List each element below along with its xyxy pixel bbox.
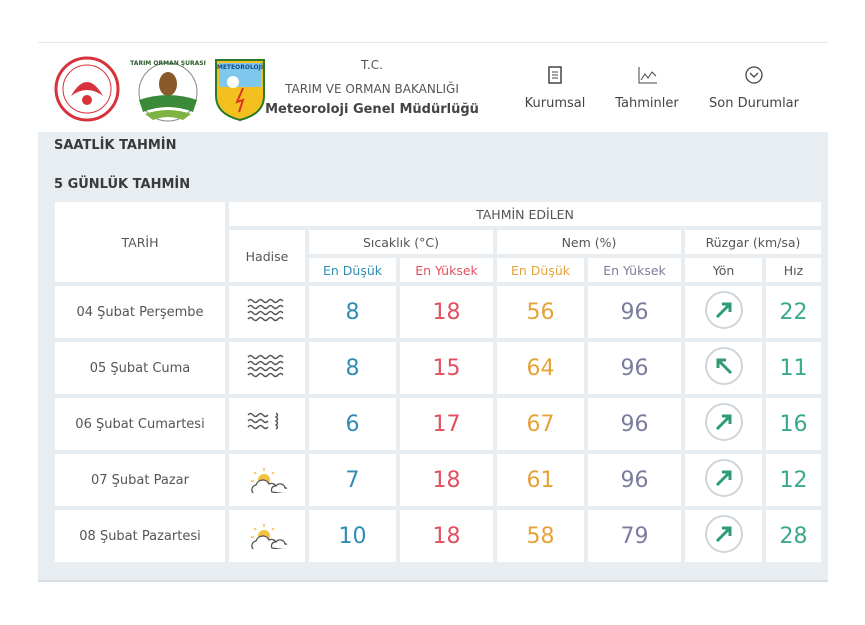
direction-cell	[685, 510, 762, 562]
nav-item[interactable]: Kurumsal	[524, 96, 586, 111]
header-cell: Hız	[766, 258, 821, 282]
date-cell: 08 Şubat Pazartesi	[55, 510, 225, 562]
direction-cell	[685, 342, 762, 394]
direction-cell	[685, 286, 762, 338]
temp-min-cell: 10	[309, 510, 396, 562]
direction-cell	[685, 398, 762, 450]
forecast-row: 07 Şubat Pazar 7 18 61 96 12	[55, 454, 821, 506]
logo-text: METEOROLOJİ	[217, 64, 263, 71]
weather-icon	[250, 523, 290, 551]
hum-min-cell: 61	[497, 454, 584, 506]
event-cell	[229, 342, 305, 394]
event-cell	[229, 510, 305, 562]
header-cell: TAHMİN EDİLEN	[229, 202, 821, 226]
forecast-row: 04 Şubat Perşembe 8 18 56 96 22	[55, 286, 821, 338]
forecast-row: 08 Şubat Pazartesi 10 18 58 79 28	[55, 510, 821, 562]
wind-arrow	[704, 346, 743, 386]
header-cell: Rüzgar (km/sa)	[685, 230, 821, 254]
temp-min-cell: 7	[309, 454, 396, 506]
direction-cell	[685, 454, 762, 506]
weather-icon	[247, 354, 284, 378]
content-panel: SAATLİK TAHMİN 5 GÜNLÜK TAHMİN TARİH TAHM…	[38, 132, 828, 580]
forecast-table: TARİH TAHMİN EDİLEN Hadise Sıcaklık (°C) Ne…	[51, 198, 825, 566]
header-cell: En Düşük	[309, 258, 396, 282]
logo-text: TARIM ORMAN ŞURASI	[130, 60, 206, 67]
forecast-row: 05 Şubat Cuma 8 15 64 96 11	[55, 342, 821, 394]
forecast-row: 06 Şubat Cumartesi 6 17 67 96 16	[55, 398, 821, 450]
hum-max-cell: 96	[588, 342, 681, 394]
wind-arrow	[704, 514, 743, 554]
hum-min-cell: 64	[497, 342, 584, 394]
temp-max-cell: 18	[400, 510, 493, 562]
header-cell: Hadise	[229, 230, 305, 282]
tc: T.C.	[361, 58, 383, 72]
header-cell: TARİH	[55, 202, 225, 282]
date-cell: 07 Şubat Pazar	[55, 454, 225, 506]
hum-max-cell: 79	[588, 510, 681, 562]
date-cell: 04 Şubat Perşembe	[55, 286, 225, 338]
hum-max-cell: 96	[588, 398, 681, 450]
header-cell: En Yüksek	[588, 258, 681, 282]
logos: TARIM ORMAN ŞURASI METEOROLOJİ	[54, 56, 265, 122]
ministry: TARIM VE ORMAN BAKANLIĞI	[285, 82, 459, 96]
date-cell: 05 Şubat Cuma	[55, 342, 225, 394]
header-cell: En Düşük	[497, 258, 584, 282]
section-title[interactable]: 5 GÜNLÜK TAHMİN	[54, 177, 191, 192]
icon-son-durumlar	[745, 66, 763, 84]
temp-min-cell: 6	[309, 398, 396, 450]
temp-max-cell: 18	[400, 454, 493, 506]
wind-arrow	[704, 458, 743, 498]
weather-icon	[247, 412, 279, 430]
header-cell: En Yüksek	[400, 258, 493, 282]
weather-icon	[250, 467, 290, 495]
directorate: Meteoroloji Genel Müdürlüğü	[265, 102, 479, 117]
hum-min-cell: 56	[497, 286, 584, 338]
header-cell: Yön	[685, 258, 762, 282]
icon-tahminler	[638, 67, 657, 84]
icon-kurumsal	[548, 66, 562, 84]
wind-arrow	[704, 290, 743, 330]
date-cell: 06 Şubat Cumartesi	[55, 398, 225, 450]
wind-arrow	[704, 402, 743, 442]
header-cell: Sıcaklık (°C)	[309, 230, 493, 254]
divider	[38, 42, 828, 43]
weather-icon	[247, 298, 284, 322]
temp-max-cell: 15	[400, 342, 493, 394]
event-cell	[229, 454, 305, 506]
temp-max-cell: 18	[400, 286, 493, 338]
divider	[38, 580, 828, 582]
section-title[interactable]: SAATLİK TAHMİN	[54, 138, 177, 153]
temp-min-cell: 8	[309, 286, 396, 338]
temp-min-cell: 8	[309, 342, 396, 394]
hum-min-cell: 67	[497, 398, 584, 450]
speed-cell: 16	[766, 398, 821, 450]
hum-max-cell: 96	[588, 454, 681, 506]
speed-cell: 12	[766, 454, 821, 506]
hum-min-cell: 58	[497, 510, 584, 562]
event-cell	[229, 286, 305, 338]
nav-item[interactable]: Son Durumlar	[709, 96, 799, 111]
event-cell	[229, 398, 305, 450]
speed-cell: 22	[766, 286, 821, 338]
speed-cell: 28	[766, 510, 821, 562]
speed-cell: 11	[766, 342, 821, 394]
nav-item[interactable]: Tahminler	[615, 96, 679, 111]
temp-max-cell: 17	[400, 398, 493, 450]
hum-max-cell: 96	[588, 286, 681, 338]
header-cell: Nem (%)	[497, 230, 681, 254]
